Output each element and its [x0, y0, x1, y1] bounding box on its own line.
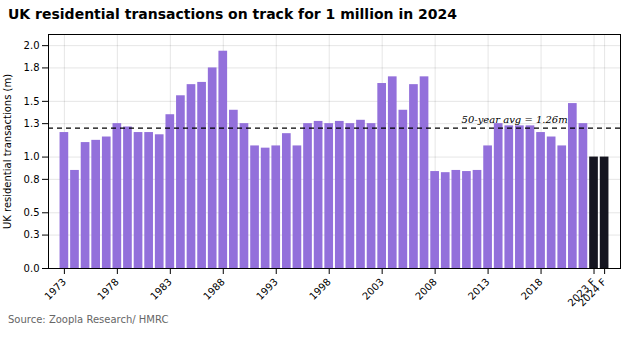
svg-text:2024 F: 2024 F: [576, 276, 608, 308]
html-text:Source: Zoopla Research/ HMRC: Source: Zoopla Research/ HMRC: [8, 314, 169, 325]
svg-text:1998: 1998: [307, 276, 333, 302]
svg-text:0.8: 0.8: [24, 174, 40, 185]
svg-text:1.8: 1.8: [24, 62, 40, 73]
svg-text:0.3: 0.3: [24, 229, 40, 240]
svg-text:1978: 1978: [95, 276, 121, 302]
svg-text:1983: 1983: [148, 276, 174, 302]
svg-text:1973: 1973: [42, 276, 68, 302]
svg-text:2013: 2013: [466, 276, 492, 302]
svg-text:1993: 1993: [254, 276, 280, 302]
svg-text:0.0: 0.0: [24, 263, 40, 274]
svg-text:2023 F: 2023 F: [565, 276, 598, 309]
html-text:UK residential transactions on: UK residential transactions on track for…: [8, 6, 457, 22]
svg-text:2008: 2008: [413, 276, 439, 302]
svg-text:1.3: 1.3: [24, 118, 40, 129]
svg-text:2003: 2003: [360, 276, 386, 302]
svg-text:1.5: 1.5: [24, 96, 40, 107]
svg-text:1988: 1988: [201, 276, 227, 302]
svg-text:50-year avg = 1.26m: 50-year avg = 1.26m: [462, 114, 568, 125]
svg-text:2.0: 2.0: [24, 40, 40, 51]
svg-text:UK residential transactions (m: UK residential transactions (m): [2, 74, 13, 229]
svg-text:1.0: 1.0: [24, 151, 40, 162]
svg-text:0.5: 0.5: [24, 207, 40, 218]
svg-text:2018: 2018: [519, 276, 545, 302]
